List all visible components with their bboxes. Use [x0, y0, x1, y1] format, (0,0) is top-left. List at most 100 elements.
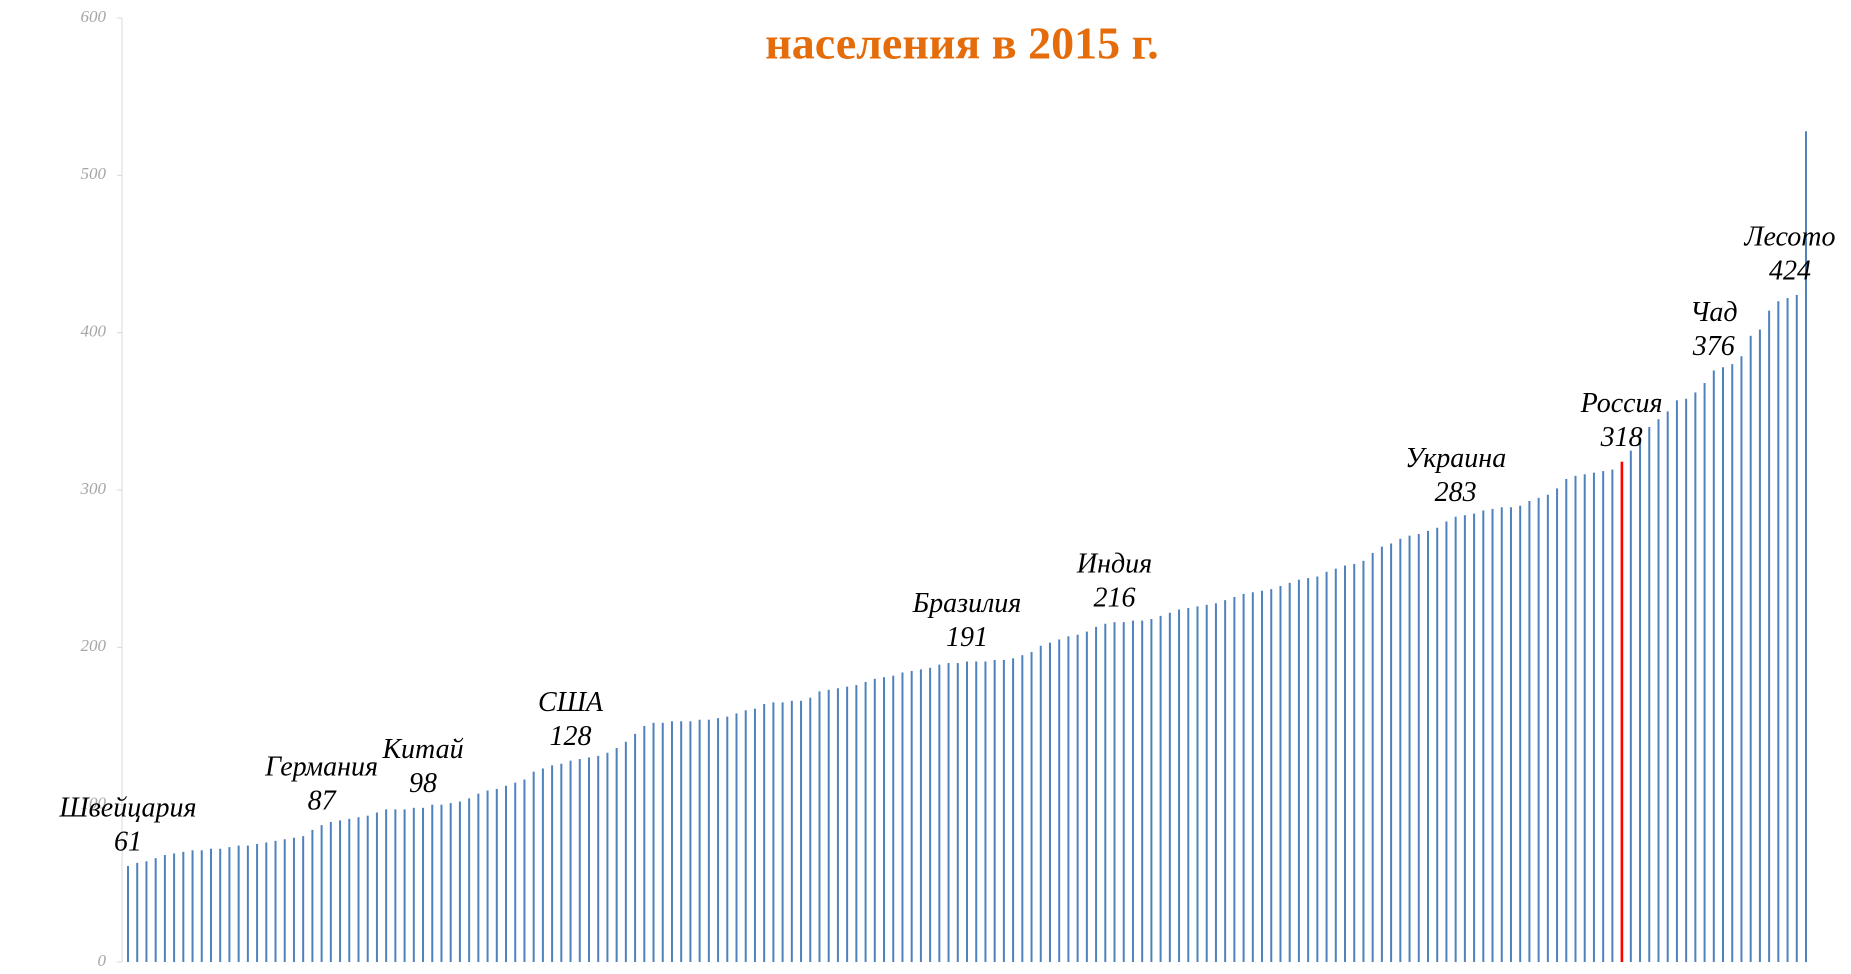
bar: [1233, 596, 1236, 962]
bar: [855, 685, 858, 962]
bar: [468, 798, 471, 962]
bar: [597, 755, 600, 962]
bar: [1279, 585, 1282, 962]
bar: [551, 765, 554, 962]
bar: [892, 675, 895, 962]
bar: [274, 840, 277, 962]
country-label: Швейцария: [58, 792, 196, 823]
bar: [1030, 652, 1033, 962]
y-tick-label: 400: [81, 322, 107, 341]
bar: [1113, 622, 1116, 962]
country-label: Индия: [1076, 549, 1152, 580]
bar: [265, 842, 268, 962]
bar: [680, 721, 683, 962]
bar: [237, 845, 240, 962]
bar: [1205, 604, 1208, 962]
country-label: Россия: [1580, 388, 1663, 419]
bar: [1703, 383, 1706, 963]
bar: [458, 801, 461, 962]
bar: [1021, 655, 1024, 962]
bar: [624, 741, 627, 962]
y-tick-label: 100: [81, 794, 107, 813]
bar: [357, 817, 360, 962]
country-label: Бразилия: [912, 588, 1022, 619]
bar: [1058, 639, 1061, 962]
country-label: Германия: [264, 752, 378, 783]
bar: [1039, 645, 1042, 962]
bar: [173, 853, 176, 962]
bar: [1722, 367, 1725, 962]
bar: [1463, 515, 1466, 962]
bar: [1344, 565, 1347, 962]
value-label: 87: [308, 786, 337, 817]
bar: [1371, 552, 1374, 962]
bar: [228, 847, 231, 962]
bar: [1805, 131, 1807, 962]
bar: [256, 844, 259, 962]
bar: [1122, 622, 1125, 962]
bar: [1509, 507, 1512, 962]
bar: [1251, 592, 1254, 962]
bar: [1694, 392, 1697, 962]
bar: [772, 702, 775, 962]
bar: [339, 820, 342, 962]
bar: [809, 697, 812, 962]
bar: [873, 678, 876, 962]
bar: [910, 670, 913, 962]
bar: [1758, 329, 1761, 962]
bar: [578, 759, 581, 962]
bar: [403, 809, 406, 962]
bar: [836, 688, 839, 962]
bar: [781, 702, 784, 962]
bar: [348, 818, 351, 962]
bar: [1085, 631, 1088, 962]
bar: [422, 807, 425, 962]
y-tick-label: 600: [81, 7, 107, 26]
bar: [901, 672, 904, 962]
bar: [1565, 478, 1568, 962]
bar: [394, 809, 397, 962]
bar: [689, 721, 692, 962]
bar: [541, 768, 544, 962]
bar: [1187, 608, 1190, 962]
bar: [412, 807, 415, 962]
value-label: 318: [1600, 422, 1643, 453]
bar: [1288, 582, 1291, 962]
bar: [127, 866, 129, 962]
bar: [219, 848, 222, 962]
bar: [707, 719, 710, 962]
bar: [864, 681, 867, 962]
bar: [615, 748, 618, 962]
country-label: Лесото: [1744, 221, 1836, 252]
bar: [1546, 494, 1549, 962]
bar: [1611, 469, 1614, 962]
bar: [698, 719, 701, 962]
bar: [431, 804, 434, 962]
bar: [753, 708, 756, 962]
chart-title: населения в 2015 г.: [765, 18, 1159, 69]
y-tick-label: 0: [98, 951, 107, 970]
bar: [1657, 419, 1660, 962]
bar: [505, 785, 508, 962]
bar: [1178, 609, 1181, 962]
bar: [1399, 538, 1402, 962]
bar: [1426, 530, 1429, 962]
bar: [495, 788, 498, 962]
bar: [1583, 474, 1586, 962]
bar: [1629, 450, 1632, 962]
bar: [1325, 571, 1328, 962]
bar: [1141, 620, 1144, 962]
bar: [514, 782, 517, 962]
bar: [1196, 606, 1199, 962]
bar: [1131, 620, 1134, 962]
bar: [1150, 619, 1153, 962]
bar: [486, 790, 489, 962]
bar: [1712, 370, 1715, 963]
bar: [163, 855, 166, 962]
bar: [1602, 471, 1605, 962]
bar: [1334, 568, 1337, 962]
value-label: 98: [409, 768, 437, 799]
bar: [523, 779, 526, 962]
bar: [385, 809, 388, 962]
value-label: 283: [1435, 477, 1477, 508]
